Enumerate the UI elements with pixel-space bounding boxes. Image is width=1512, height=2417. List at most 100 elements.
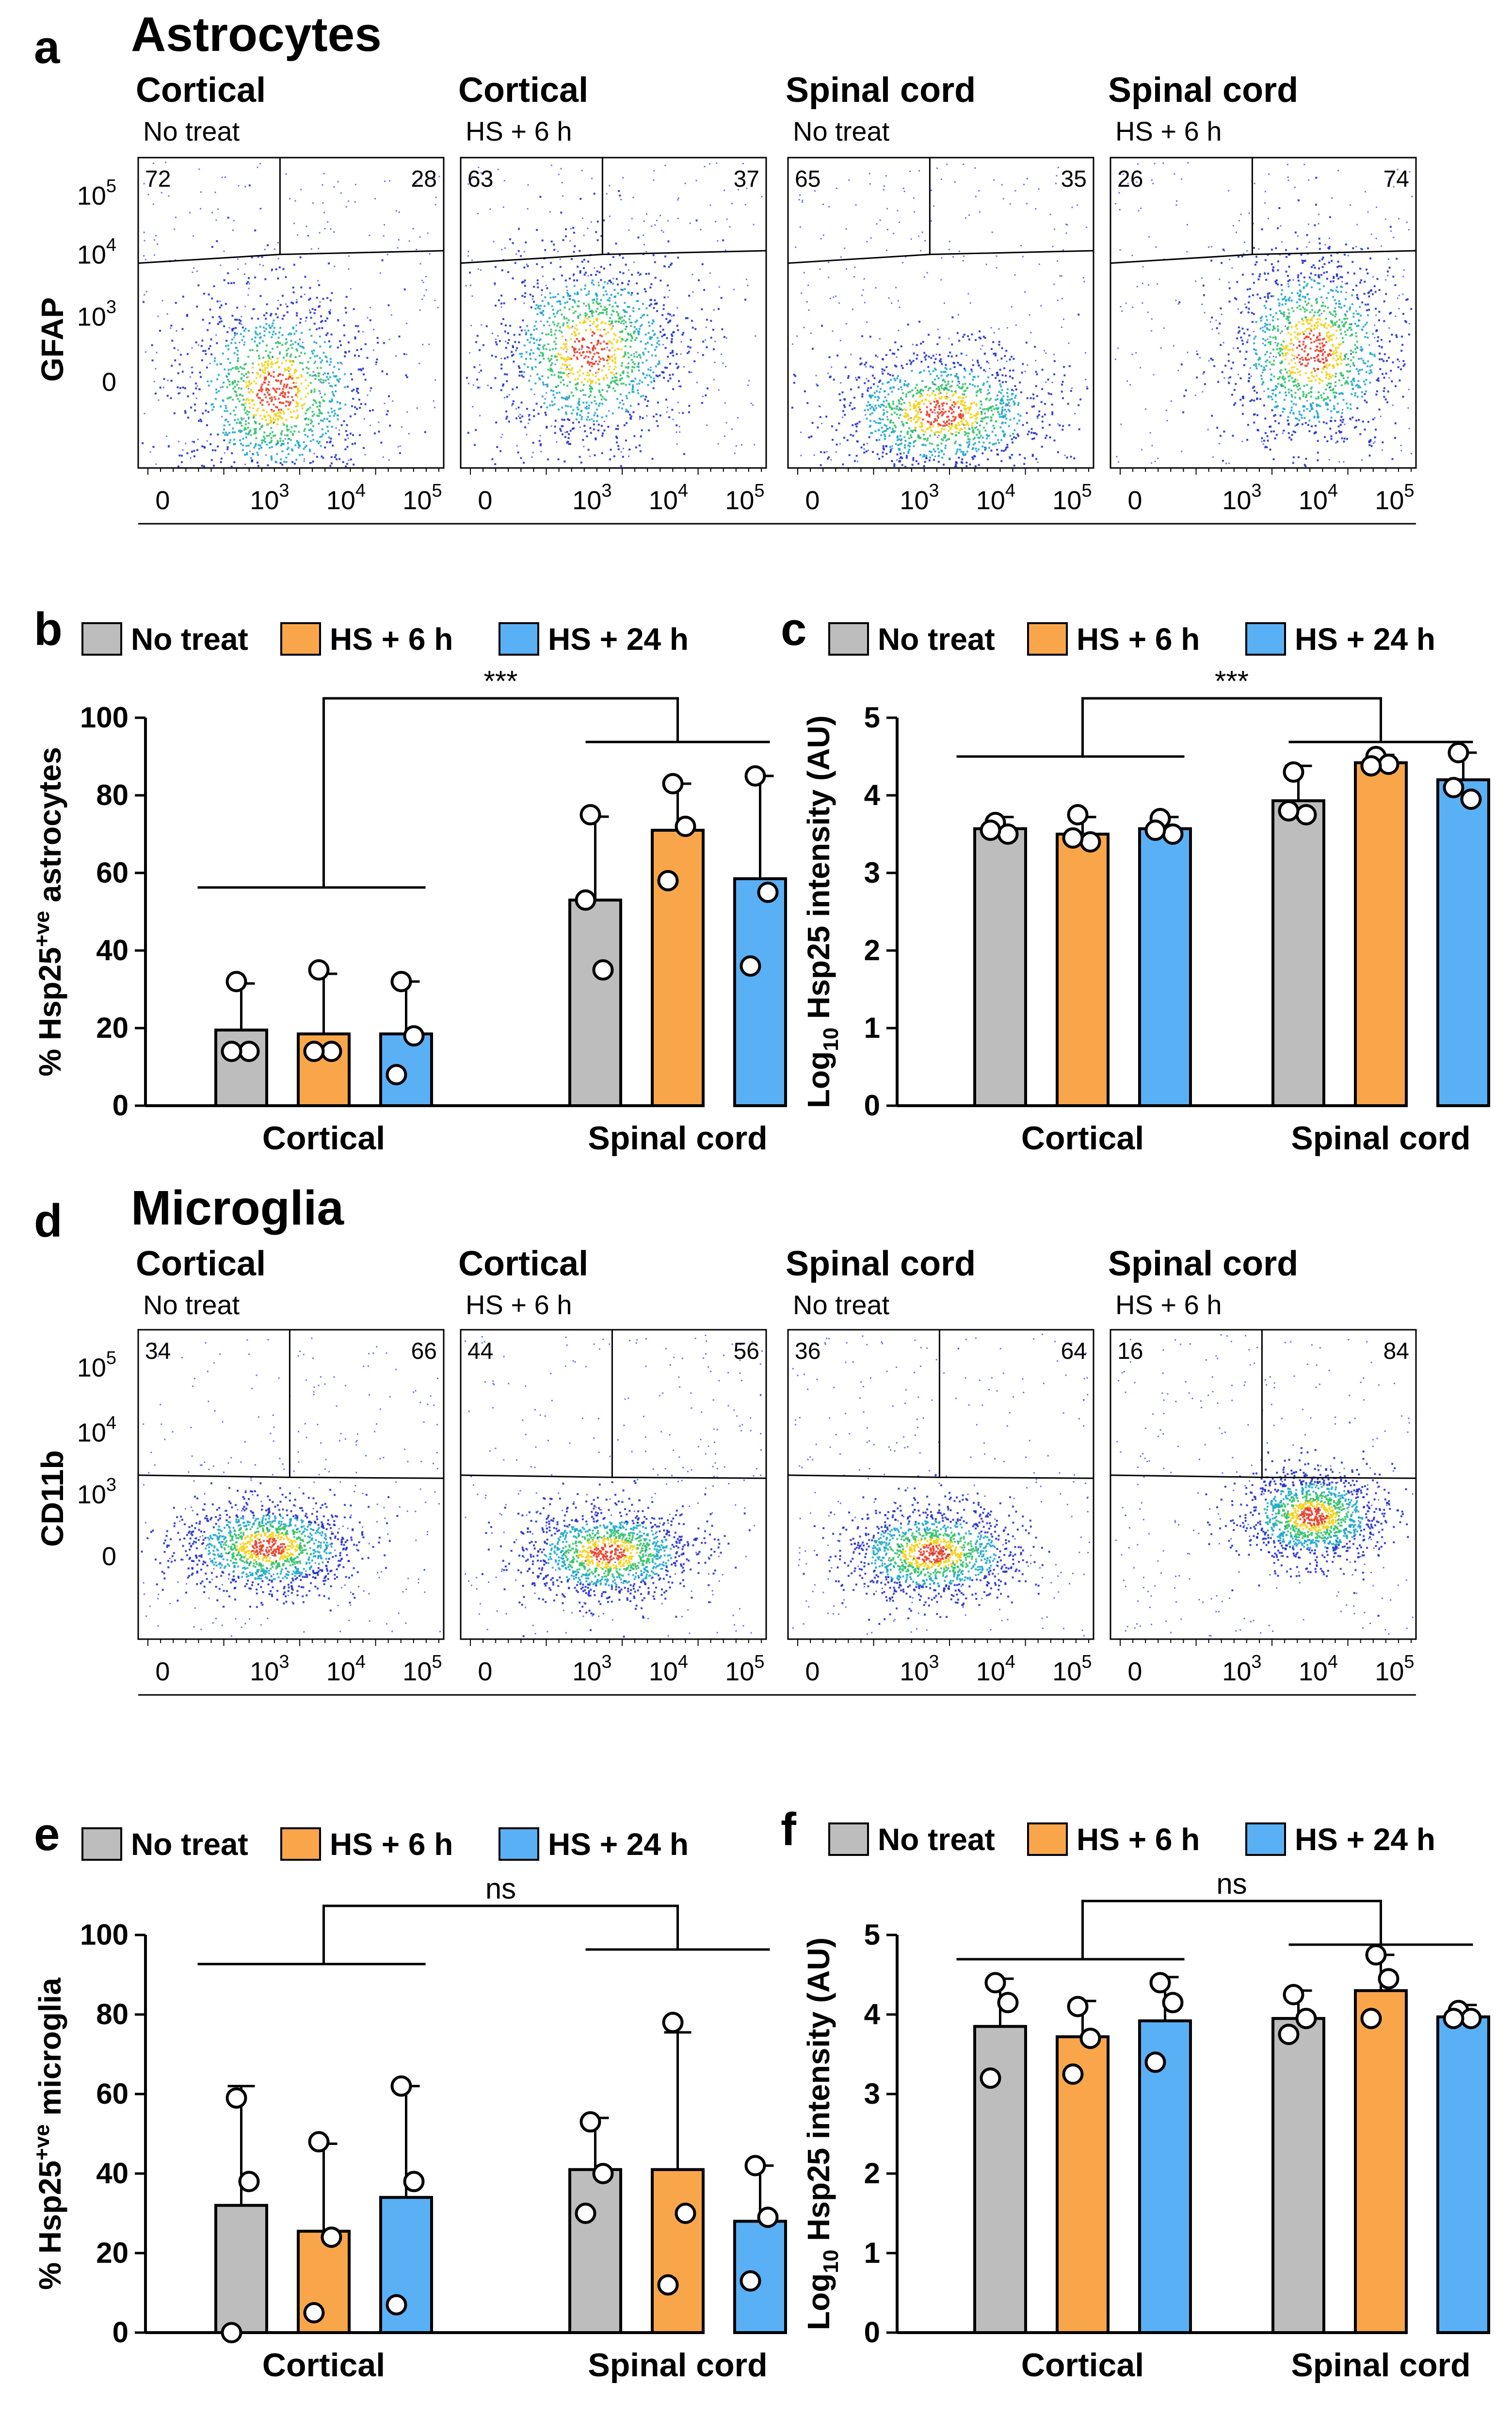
density-dot: [1367, 360, 1369, 363]
scatter-dot: [1030, 332, 1032, 334]
density-dot: [287, 447, 290, 449]
density-dot: [904, 412, 907, 415]
density-dot: [621, 316, 623, 319]
density-dot: [652, 371, 655, 373]
density-dot: [1031, 438, 1033, 440]
density-dot: [521, 295, 524, 297]
density-dot: [977, 448, 980, 451]
density-dot: [301, 453, 304, 456]
density-dot: [337, 380, 339, 382]
scatter-dot: [866, 241, 868, 242]
density-dot: [640, 325, 642, 327]
density-dot: [210, 338, 212, 340]
density-dot: [650, 376, 652, 379]
scatter-dot: [821, 422, 823, 424]
density-dot: [917, 403, 919, 405]
density-dot: [181, 371, 184, 373]
density-dot: [1272, 270, 1274, 272]
density-dot: [937, 444, 939, 447]
density-dot: [530, 357, 532, 360]
density-dot: [993, 353, 995, 355]
density-dot: [651, 344, 653, 346]
density-dot: [174, 359, 177, 362]
density-dot: [582, 337, 584, 339]
density-dot: [332, 393, 335, 395]
density-dot: [937, 425, 940, 427]
density-dot: [286, 424, 288, 427]
density-dot: [506, 380, 508, 382]
density-dot: [204, 447, 206, 449]
density-dot: [648, 374, 651, 377]
scatter-dot: [1005, 411, 1007, 413]
density-dot: [331, 391, 334, 393]
density-dot: [917, 391, 919, 394]
density-dot: [272, 418, 274, 420]
density-dot: [292, 286, 294, 289]
density-dot: [271, 268, 273, 271]
density-dot: [655, 346, 658, 348]
density-dot: [608, 323, 610, 326]
scatter-dot: [479, 415, 481, 417]
density-dot: [275, 268, 277, 271]
density-dot: [1303, 464, 1306, 466]
density-dot: [593, 345, 595, 347]
density-dot: [952, 401, 955, 403]
density-dot: [318, 284, 321, 286]
density-dot: [590, 386, 593, 388]
density-dot: [292, 410, 295, 413]
scatter-dot: [677, 197, 679, 199]
density-dot: [227, 372, 230, 375]
density-dot: [627, 283, 629, 286]
density-dot: [1000, 392, 1002, 394]
density-dot: [578, 421, 580, 423]
density-dot: [857, 376, 860, 378]
density-dot: [921, 425, 924, 428]
density-dot: [339, 402, 341, 404]
density-dot: [628, 391, 630, 394]
density-dot: [853, 397, 856, 399]
scatter-dot: [590, 310, 592, 312]
density-dot: [575, 334, 577, 336]
density-dot: [1341, 337, 1344, 339]
density-dot: [547, 302, 549, 304]
density-dot: [918, 403, 921, 405]
density-dot: [1328, 337, 1331, 339]
scatter-dot: [375, 364, 377, 366]
density-dot: [896, 407, 898, 410]
density-dot: [177, 372, 179, 374]
density-dot: [972, 447, 974, 449]
density-dot: [934, 418, 936, 420]
scatter-dot: [314, 360, 316, 362]
density-dot: [997, 411, 999, 413]
density-dot: [275, 443, 277, 446]
density-dot: [1030, 428, 1033, 430]
density-dot: [310, 391, 312, 393]
density-dot: [1004, 409, 1006, 411]
scatter-dot: [248, 288, 250, 290]
scatter-dot: [884, 185, 885, 187]
scatter-dot: [997, 359, 998, 361]
density-dot: [945, 384, 948, 387]
scatter-dot: [487, 385, 489, 387]
density-dot: [627, 362, 630, 365]
density-dot: [337, 346, 339, 349]
density-dot: [598, 356, 600, 358]
density-dot: [284, 392, 286, 394]
density-dot: [259, 332, 261, 335]
density-dot: [1273, 359, 1275, 362]
density-dot: [949, 427, 951, 430]
density-dot: [517, 406, 520, 409]
density-dot: [559, 428, 562, 430]
density-dot: [1038, 410, 1041, 413]
density-dot: [1282, 385, 1284, 387]
density-dot: [596, 415, 599, 418]
scatter-dot: [515, 349, 517, 351]
density-dot: [295, 405, 297, 407]
density-dot: [999, 369, 1001, 371]
density-dot: [233, 461, 236, 464]
density-dot: [627, 376, 630, 378]
density-dot: [878, 458, 881, 460]
density-dot: [1308, 298, 1310, 300]
scatter-dot: [327, 221, 329, 223]
density-dot: [998, 416, 1001, 418]
